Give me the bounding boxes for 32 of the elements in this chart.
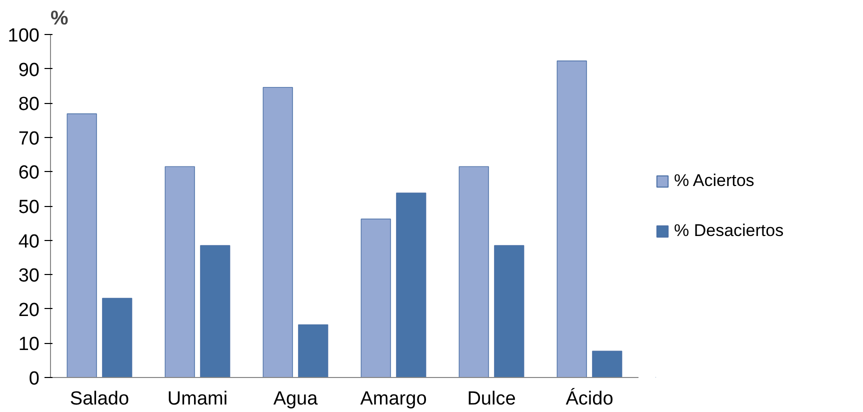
- x-tick-label: Umami: [167, 388, 228, 410]
- bar: [396, 192, 426, 378]
- bar: [592, 350, 622, 378]
- x-tick-label: Ácido: [566, 388, 614, 410]
- y-tick-label: 60: [18, 162, 40, 184]
- y-tick-label: 50: [18, 197, 40, 218]
- bar: [458, 166, 489, 378]
- bar: [200, 245, 230, 378]
- x-tick-label: Dulce: [467, 388, 516, 410]
- bar: [360, 218, 391, 378]
- bar: [298, 324, 328, 378]
- y-tick-label: 0: [28, 368, 40, 390]
- bar: [66, 113, 97, 378]
- bar: [262, 86, 293, 378]
- y-tick-label: 30: [18, 266, 40, 287]
- x-tick-label: Agua: [273, 388, 318, 410]
- legend-label: % Aciertos: [674, 170, 754, 190]
- y-tick-label: 20: [18, 300, 40, 321]
- y-tick-label: 90: [18, 60, 40, 81]
- legend-label: % Desaciertos: [674, 220, 784, 240]
- bar: [556, 60, 587, 378]
- y-tick-label: 100: [8, 26, 40, 46]
- bar: [494, 245, 524, 378]
- y-tick-label: 70: [18, 128, 40, 150]
- y-tick-label: 80: [18, 94, 40, 116]
- bar: [164, 166, 195, 378]
- x-tick-label: Salado: [70, 388, 130, 410]
- bar: [102, 298, 132, 378]
- y-tick-label: 10: [18, 334, 40, 356]
- x-tick-label: Amargo: [360, 388, 427, 410]
- y-axis-title: %: [50, 8, 68, 30]
- y-tick-label: 40: [18, 231, 40, 252]
